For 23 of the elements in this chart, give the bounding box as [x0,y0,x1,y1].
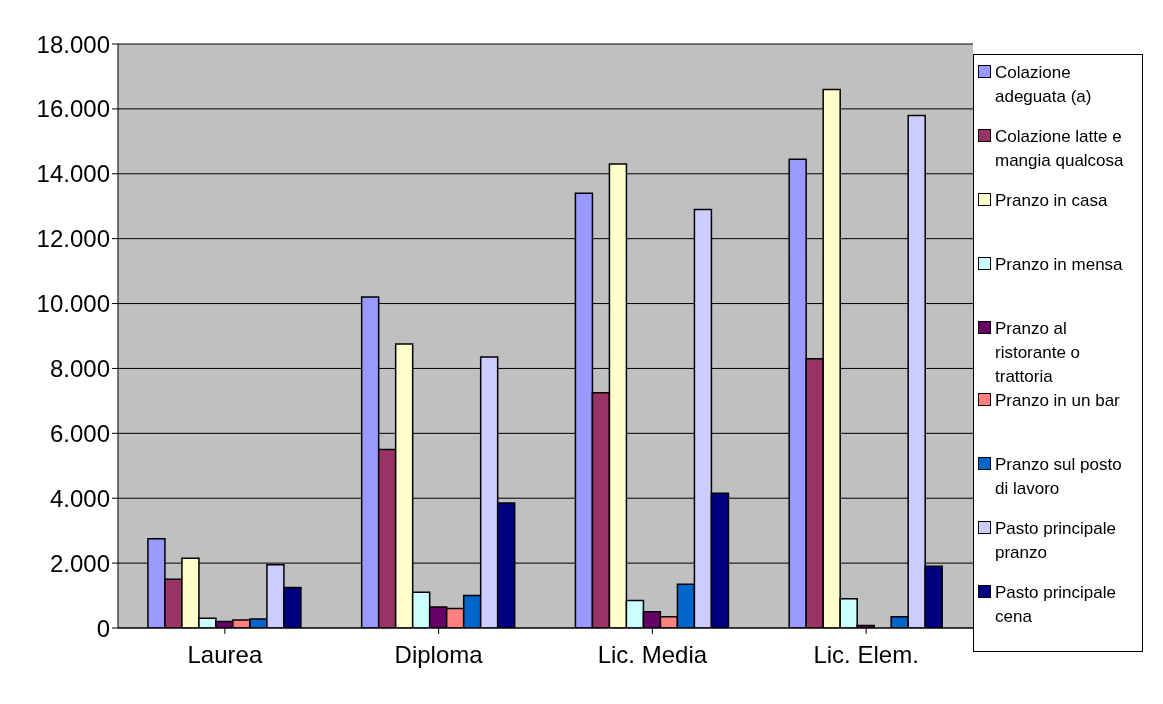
legend-label: Pasto principale pranzo [995,518,1117,564]
legend-label: Colazione adeguata (a) [995,62,1093,108]
legend-label: Pranzo sul posto di lavoro [995,454,1123,500]
legend-label: Pranzo in casa [995,190,1108,212]
y-tick-label: 6.000 [49,419,110,447]
x-tick-label: Lic. Media [597,641,708,669]
x-tick-label: Laurea [187,641,263,669]
y-tick-label: 18.000 [36,30,110,58]
y-tick-label: 8.000 [49,354,110,382]
legend-label: Colazione latte e mangia qualcosa [995,126,1125,172]
y-tick-label: 2.000 [49,549,110,577]
y-tick-label: 10.000 [36,290,110,318]
legend-label: Pranzo in un bar [995,390,1120,412]
x-tick-label: Diploma [394,641,484,669]
y-tick-label: 14.000 [36,160,110,188]
legend-label: Pasto principale cena [995,582,1117,628]
x-tick-label: Lic. Elem. [813,641,919,669]
y-tick-label: 4.000 [49,484,110,512]
legend-label: Pranzo in mensa [995,254,1123,276]
y-tick-label: 16.000 [36,95,110,123]
y-tick-label: 0 [96,614,110,642]
legend-label: Pranzo al ristorante o trattoria [995,318,1082,388]
y-tick-label: 12.000 [36,225,110,253]
